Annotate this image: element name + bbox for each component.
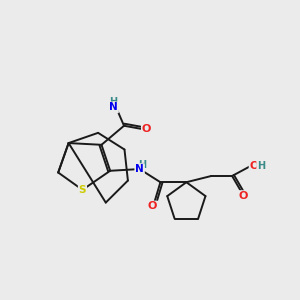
- Text: H: H: [110, 97, 118, 106]
- Text: O: O: [239, 191, 248, 201]
- Text: O: O: [250, 160, 259, 171]
- Text: O: O: [142, 124, 151, 134]
- Text: N: N: [135, 164, 144, 174]
- Text: S: S: [79, 185, 86, 195]
- Text: H: H: [257, 160, 265, 171]
- Text: O: O: [148, 202, 157, 212]
- Text: H: H: [138, 160, 146, 170]
- Text: N: N: [109, 102, 118, 112]
